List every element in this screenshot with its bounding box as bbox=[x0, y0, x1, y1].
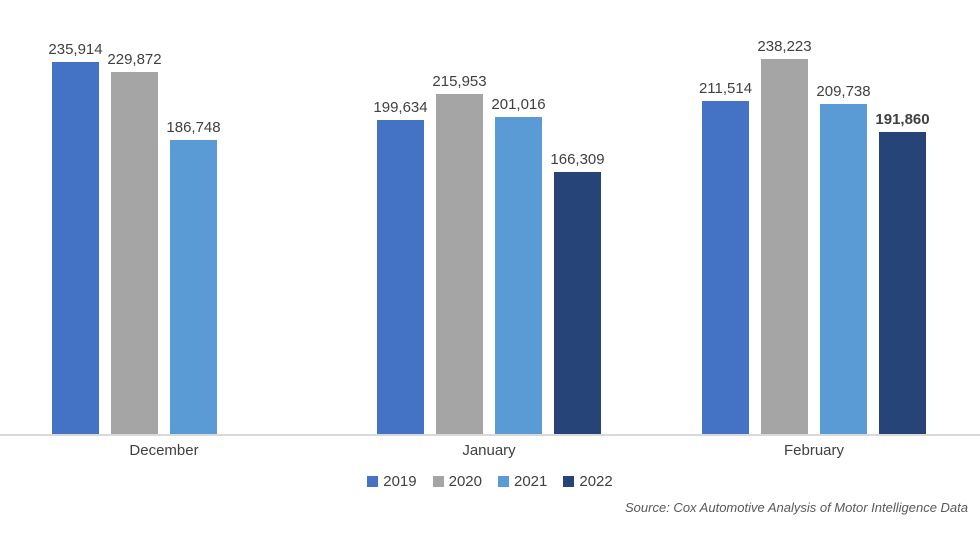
source-note: Source: Cox Automotive Analysis of Motor… bbox=[625, 500, 968, 515]
data-label-2019-february: 211,514 bbox=[698, 80, 753, 97]
bar-group-january: 199,634 215,953 201,016 166,309 bbox=[373, 73, 605, 434]
data-label-2019-december: 235,914 bbox=[48, 41, 102, 58]
legend-item-2020: 2020 bbox=[432, 473, 482, 490]
data-label-text: 235,914 bbox=[48, 41, 103, 58]
plot-area: 235,914 229,872 186,748 199,634 215,953 201,0… bbox=[0, 38, 980, 436]
category-label-december: December bbox=[129, 442, 199, 459]
bar-slot-2019-february: 211,514 bbox=[698, 80, 753, 434]
bar-2021-february bbox=[820, 104, 867, 434]
data-label-text: 215,953 bbox=[432, 73, 487, 90]
legend-swatch-2020 bbox=[432, 476, 444, 487]
legend-item-2019: 2019 bbox=[367, 473, 417, 490]
data-label-2022-february: 191,860 bbox=[875, 111, 929, 128]
data-label-text: 191,860 bbox=[875, 111, 930, 128]
data-label-text: 166,309 bbox=[550, 151, 605, 168]
legend-item-2022: 2022 bbox=[563, 473, 613, 490]
category-label-january: January bbox=[462, 442, 516, 459]
category-axis: December January February bbox=[0, 442, 980, 459]
bar-2019-december bbox=[52, 62, 99, 434]
bar-slot-2021-december: 186,748 bbox=[166, 119, 221, 434]
data-label-2021-february: 209,738 bbox=[816, 83, 870, 100]
bar-2019-january bbox=[377, 120, 424, 434]
legend: 2019 2020 2021 2022 bbox=[0, 473, 980, 490]
bar-2021-january bbox=[495, 117, 542, 434]
data-label-text: 186,748 bbox=[166, 119, 221, 136]
data-label-2021-december: 186,748 bbox=[166, 119, 220, 136]
data-label-text: 201,016 bbox=[491, 96, 546, 113]
bar-slot-2020-january: 215,953 bbox=[432, 73, 487, 434]
data-label-text: 209,738 bbox=[816, 83, 871, 100]
legend-swatch-2019 bbox=[367, 476, 379, 487]
bar-2020-february bbox=[761, 59, 808, 434]
bar-2021-december bbox=[170, 140, 217, 434]
bar-2019-february bbox=[702, 101, 749, 434]
bar-slot-2021-february: 209,738 bbox=[816, 83, 871, 434]
bar-slot-2022-january: 166,309 bbox=[550, 151, 605, 434]
legend-label-2021: 2021 bbox=[514, 473, 548, 490]
bar-group-december: 235,914 229,872 186,748 bbox=[48, 41, 276, 434]
data-label-text: 211,514 bbox=[698, 80, 753, 97]
bar-2022-january bbox=[554, 172, 601, 434]
data-label-text: 238,223 bbox=[757, 38, 812, 55]
bar-2022-february bbox=[879, 132, 926, 434]
data-label-2022-january: 166,309 bbox=[550, 151, 604, 168]
data-label-2020-december: 229,872 bbox=[107, 51, 161, 68]
bar-2020-december bbox=[111, 72, 158, 434]
data-label-text: 199,634 bbox=[373, 99, 428, 116]
bar-slot-2022-february: 191,860 bbox=[875, 111, 930, 434]
legend-swatch-2021 bbox=[498, 476, 509, 487]
bar-2020-january bbox=[436, 94, 483, 434]
bar-slot-2019-january: 199,634 bbox=[373, 99, 428, 434]
legend-label-2020: 2020 bbox=[448, 473, 482, 490]
legend-label-2022: 2022 bbox=[579, 473, 613, 490]
bar-slot-2020-february: 238,223 bbox=[757, 38, 812, 434]
bar-slot-2020-december: 229,872 bbox=[107, 51, 162, 434]
category-label-february: February bbox=[783, 442, 845, 459]
legend-swatch-2022 bbox=[563, 476, 575, 487]
data-label-2020-january: 215,953 bbox=[432, 73, 486, 90]
data-label-2021-january: 201,016 bbox=[491, 96, 545, 113]
bar-slot-2021-january: 201,016 bbox=[491, 96, 546, 434]
data-label-2020-february: 238,223 bbox=[757, 38, 811, 55]
bar-slot-2019-december: 235,914 bbox=[48, 41, 103, 434]
data-label-text: 229,872 bbox=[107, 51, 162, 68]
data-label-2019-january: 199,634 bbox=[373, 99, 427, 116]
legend-label-2019: 2019 bbox=[383, 473, 417, 490]
bar-group-february: 211,514 238,223 209,738 191,860 bbox=[698, 38, 930, 434]
legend-item-2021: 2021 bbox=[498, 473, 547, 490]
